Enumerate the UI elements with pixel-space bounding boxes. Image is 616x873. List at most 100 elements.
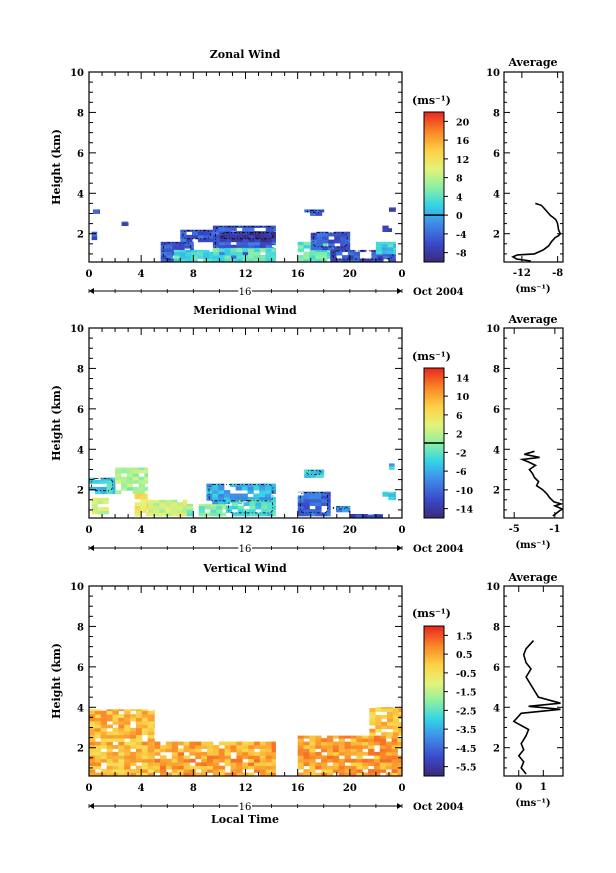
- heatmap-cell: [375, 247, 383, 251]
- heatmap-cell: [106, 751, 113, 756]
- profile-unit: (ms⁻¹): [515, 284, 550, 295]
- heatmap-cell: [94, 758, 102, 763]
- heatmap-cell: [356, 738, 363, 742]
- heatmap-cell: [297, 498, 304, 503]
- heatmap-cell: [271, 255, 276, 259]
- heatmap-cell: [374, 758, 381, 763]
- heatmap-cell: [147, 512, 154, 517]
- heatmap-cell: [94, 772, 102, 777]
- heatmap-cell: [392, 707, 400, 709]
- heatmap-cell: [248, 751, 255, 756]
- profile-x-tick-label: -1: [549, 524, 560, 535]
- heatmap-cell: [230, 247, 237, 249]
- heatmap-area: 0 4 8 12 16 20 0 2 4 6 8 10: [70, 582, 406, 808]
- heatmap-cell: [98, 209, 100, 211]
- heatmap-cell: [224, 241, 231, 246]
- heatmap-cell: [379, 741, 387, 746]
- heatmap-cell: [103, 497, 109, 501]
- heatmap-cell: [136, 734, 143, 739]
- heatmap-cell: [94, 731, 102, 736]
- heatmap-cell: [147, 762, 154, 767]
- heatmap-cell: [297, 248, 304, 253]
- heatmap-cell: [316, 246, 323, 251]
- heatmap-cell: [147, 755, 154, 760]
- heatmap-cell: [225, 238, 232, 243]
- profile-y-tick-label: 4: [493, 703, 500, 714]
- heatmap-cell: [361, 514, 368, 519]
- heatmap-cell: [218, 251, 226, 256]
- heatmap-cell: [89, 486, 96, 491]
- heatmap-cell: [315, 741, 322, 746]
- heatmap-cell: [147, 499, 154, 503]
- heatmap-cell: [212, 483, 219, 487]
- heatmap-cell: [315, 505, 322, 510]
- heatmap-cell: [147, 738, 154, 742]
- heatmap-cell: [338, 769, 345, 773]
- heatmap-cell: [203, 234, 211, 239]
- heatmap-cell: [124, 765, 131, 770]
- heatmap-cell: [248, 765, 255, 770]
- heatmap-cell: [171, 505, 178, 510]
- y-tick-label: 8: [77, 364, 84, 375]
- y-tick-label: 2: [77, 744, 84, 755]
- heatmap-cell: [392, 708, 400, 712]
- heatmap-cell: [189, 772, 196, 777]
- heatmap-cell: [259, 225, 267, 228]
- heatmap-cell: [130, 772, 137, 777]
- heatmap-cell: [153, 762, 155, 767]
- heatmap-cell: [381, 247, 389, 251]
- heatmap-cell: [177, 502, 184, 506]
- heatmap-cell: [173, 258, 181, 263]
- heatmap-cell: [271, 758, 276, 763]
- heatmap-cell: [235, 483, 242, 487]
- heatmap-cell: [182, 505, 188, 510]
- heatmap-cell: [347, 255, 355, 259]
- heatmap-cell: [204, 505, 211, 510]
- heatmap-cell: [206, 486, 213, 491]
- heatmap-cell: [121, 486, 128, 491]
- heatmap-cell: [265, 497, 272, 501]
- profile-y-tick-label: 2: [493, 230, 500, 241]
- heatmap-cell: [230, 769, 237, 773]
- profile-y-tick-label: 8: [493, 108, 500, 119]
- x-tick-label: 16: [291, 525, 305, 536]
- heatmap-cell: [271, 258, 276, 263]
- heatmap-cell: [230, 227, 237, 232]
- heatmap-cell: [381, 241, 389, 244]
- heatmap-cell: [190, 244, 194, 249]
- heatmap-cell: [229, 497, 237, 501]
- y-axis-label: Height (km): [50, 643, 63, 719]
- heatmap-cell: [362, 738, 369, 742]
- heatmap-cell: [195, 741, 202, 746]
- heatmap-cell: [106, 490, 113, 495]
- heatmap-cell: [141, 717, 149, 722]
- heatmap-cell: [159, 499, 166, 503]
- heatmap-cell: [141, 772, 149, 777]
- heatmap-cell: [89, 717, 96, 722]
- heatmap-cell: [130, 731, 137, 736]
- heatmap-cell: [230, 748, 237, 753]
- profile-y-tick-label: 8: [493, 364, 500, 375]
- heatmap-cell: [344, 751, 351, 756]
- heatmap-cell: [225, 509, 233, 513]
- heatmap-cell: [172, 241, 179, 246]
- heatmap-cell: [248, 745, 255, 749]
- heatmap-cell: [100, 727, 107, 732]
- heatmap-cell: [248, 238, 256, 243]
- colorbar-tick-label: -6: [456, 467, 467, 478]
- heatmap-cell: [118, 772, 125, 777]
- heatmap-cell: [130, 755, 137, 760]
- heatmap-cell: [350, 772, 357, 777]
- heatmap-cell: [368, 741, 375, 746]
- heatmap-cell: [171, 765, 179, 770]
- heatmap-cell: [265, 751, 272, 756]
- heatmap-cell: [165, 502, 172, 506]
- colorbar-tick-label: -3.5: [456, 725, 476, 736]
- heatmap-cell: [106, 717, 113, 722]
- colorbar-tick-label: -4.5: [456, 744, 476, 755]
- heatmap-cell: [338, 748, 345, 753]
- heatmap-cell: [248, 755, 255, 760]
- heatmap-cell: [141, 748, 149, 753]
- heatmap-cell: [212, 244, 220, 249]
- heatmap-cell: [126, 469, 134, 474]
